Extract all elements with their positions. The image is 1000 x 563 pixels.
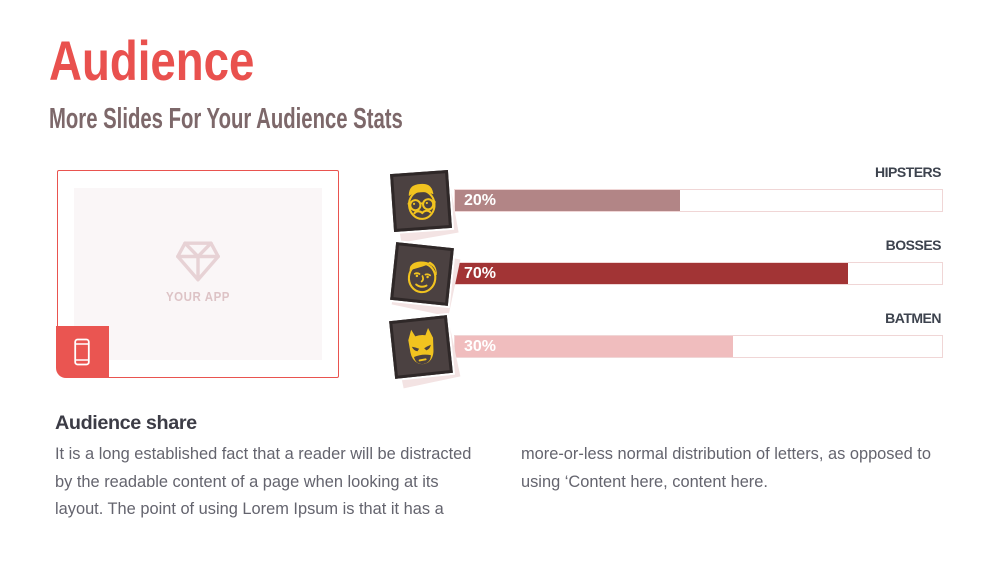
avatar-hipsters	[390, 170, 459, 243]
smartphone-icon	[74, 338, 90, 366]
bar-track: 30%	[454, 335, 943, 358]
body-line: It is a long established fact that a rea…	[55, 445, 472, 463]
bar-value-label: 20%	[464, 191, 497, 209]
bar-fill-bosses: 70%	[455, 263, 848, 284]
body-line: using ‘Content here, content here.	[521, 472, 768, 491]
boss-face-icon	[407, 261, 437, 293]
avatar-bosses	[390, 242, 461, 317]
batman-mask-icon	[407, 327, 433, 364]
bar-fill-batmen: 30%	[455, 336, 734, 357]
avatar-batmen	[389, 315, 461, 389]
bar-value-label: 70%	[464, 264, 497, 282]
hipster-face-icon	[406, 183, 436, 220]
body-text-left-column: It is a long established fact that a rea…	[55, 441, 485, 524]
body-text-right-column: more-or-less normal distribution of lett…	[521, 441, 951, 496]
body-line: layout. The point of using Lorem Ipsum i…	[55, 500, 444, 518]
bar-track: 70%	[454, 262, 943, 285]
body-line: more-or-less normal distribution of lett…	[521, 445, 931, 463]
avatar-tile	[390, 170, 452, 232]
avatar-tile	[389, 315, 453, 379]
body-line: by the readable content of a page when l…	[55, 472, 439, 491]
smartphone-chip	[55, 326, 109, 378]
diamond-icon	[176, 241, 220, 282]
bar-fill-hipsters: 20%	[455, 190, 681, 211]
avatar-tile	[390, 242, 454, 306]
page-title: Audience	[49, 29, 255, 92]
bar-track: 20%	[454, 189, 943, 212]
page-subtitle: More Slides For Your Audience Stats	[49, 103, 403, 135]
your-app-label: YOUR APP	[165, 290, 231, 304]
bar-value-label: 30%	[464, 337, 497, 355]
bar-category-label: BATMEN	[885, 310, 941, 326]
section-heading: Audience share	[55, 412, 197, 434]
bar-category-label: HIPSTERS	[874, 164, 942, 180]
bar-category-label: BOSSES	[885, 237, 942, 253]
